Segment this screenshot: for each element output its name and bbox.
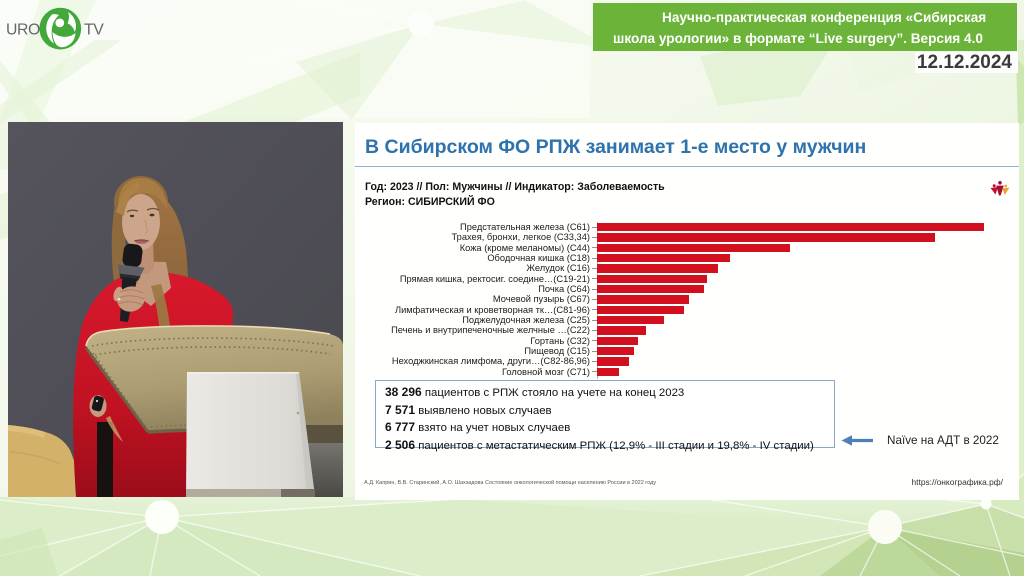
svg-text:TV: TV <box>84 22 104 39</box>
svg-text:URO: URO <box>6 22 40 39</box>
